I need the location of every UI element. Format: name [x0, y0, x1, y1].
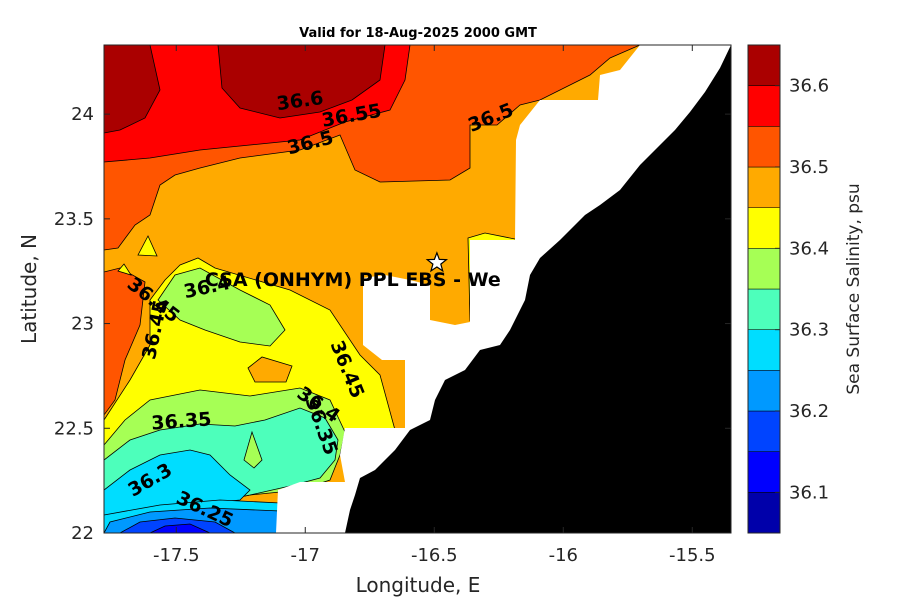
salinity-patch-36.45-36.5-inner — [247, 356, 293, 383]
y-tick-label: 22 — [71, 523, 94, 544]
colorbar-swatch — [747, 85, 781, 127]
colorbar-tick-label: 36.5 — [789, 157, 829, 178]
colorbar-swatch — [747, 44, 781, 86]
site-marker-group: CSA (ONHYM) PPL EBS - We — [205, 251, 501, 291]
colorbar-swatch — [747, 288, 781, 330]
y-tick-label: 24 — [71, 104, 94, 125]
colorbar — [747, 44, 781, 534]
inland-water-channel — [555, 122, 640, 220]
x-tick-label: -17 — [291, 545, 320, 566]
x-tick-label: -15.5 — [669, 545, 716, 566]
colorbar-swatch — [747, 126, 781, 168]
y-tick-label: 23 — [71, 314, 94, 335]
colorbar-tick-label: 36.6 — [789, 76, 829, 97]
x-tick-label: -16 — [549, 545, 578, 566]
colorbar-swatch — [747, 451, 781, 493]
salinity-band-36.35-36.4-north — [157, 267, 286, 347]
colorbar-swatch — [747, 329, 781, 371]
y-axis-ticks: 22 22.5 23 23.5 24 — [54, 104, 731, 544]
salinity-band-above-36.6-west — [104, 45, 161, 134]
colorbar-swatch — [747, 207, 781, 249]
x-axis-ticks: -17.5 -17 -16.5 -16 -15.5 — [153, 45, 716, 566]
y-tick-label: 23.5 — [54, 209, 94, 230]
colorbar-label: Sea Surface Salinity, psu — [844, 183, 864, 394]
colorbar-swatch — [747, 370, 781, 412]
colorbar-tick-label: 36.2 — [789, 401, 829, 422]
salinity-band-36.1-36.15 — [149, 523, 211, 533]
colorbar-ticks: 36.1 36.2 36.3 36.4 36.5 36.6 — [775, 76, 829, 503]
x-axis-label: Longitude, E — [356, 573, 481, 597]
contour-label: 36.35 — [151, 408, 212, 434]
salinity-patch-36.35-36.4-inner — [243, 430, 263, 469]
colorbar-swatch — [747, 410, 781, 452]
x-tick-label: -16.5 — [411, 545, 458, 566]
colorbar-frame — [747, 44, 781, 534]
y-axis-label: Latitude, N — [17, 234, 41, 344]
colorbar-swatch — [747, 248, 781, 290]
salinity-patch-36.4-36.45-b — [117, 263, 132, 276]
land-mass — [345, 45, 731, 533]
site-label: CSA (ONHYM) PPL EBS - We — [205, 269, 501, 291]
map-plot-area — [104, 45, 731, 533]
site-star-icon — [425, 251, 449, 273]
salinity-band-above-36.6-north — [217, 45, 386, 119]
colorbar-tick-label: 36.3 — [789, 320, 829, 341]
x-tick-label: -17.5 — [153, 545, 200, 566]
y-tick-label: 22.5 — [54, 418, 94, 439]
colorbar-swatch — [747, 492, 781, 534]
colorbar-swatch — [747, 166, 781, 208]
axes-frame — [103, 44, 732, 534]
chart-title: Valid for 18-Aug-2025 2000 GMT — [299, 26, 537, 41]
salinity-patch-36.4-36.45-a — [137, 235, 158, 257]
colorbar-tick-label: 36.4 — [789, 238, 829, 259]
colorbar-tick-label: 36.1 — [789, 482, 829, 503]
